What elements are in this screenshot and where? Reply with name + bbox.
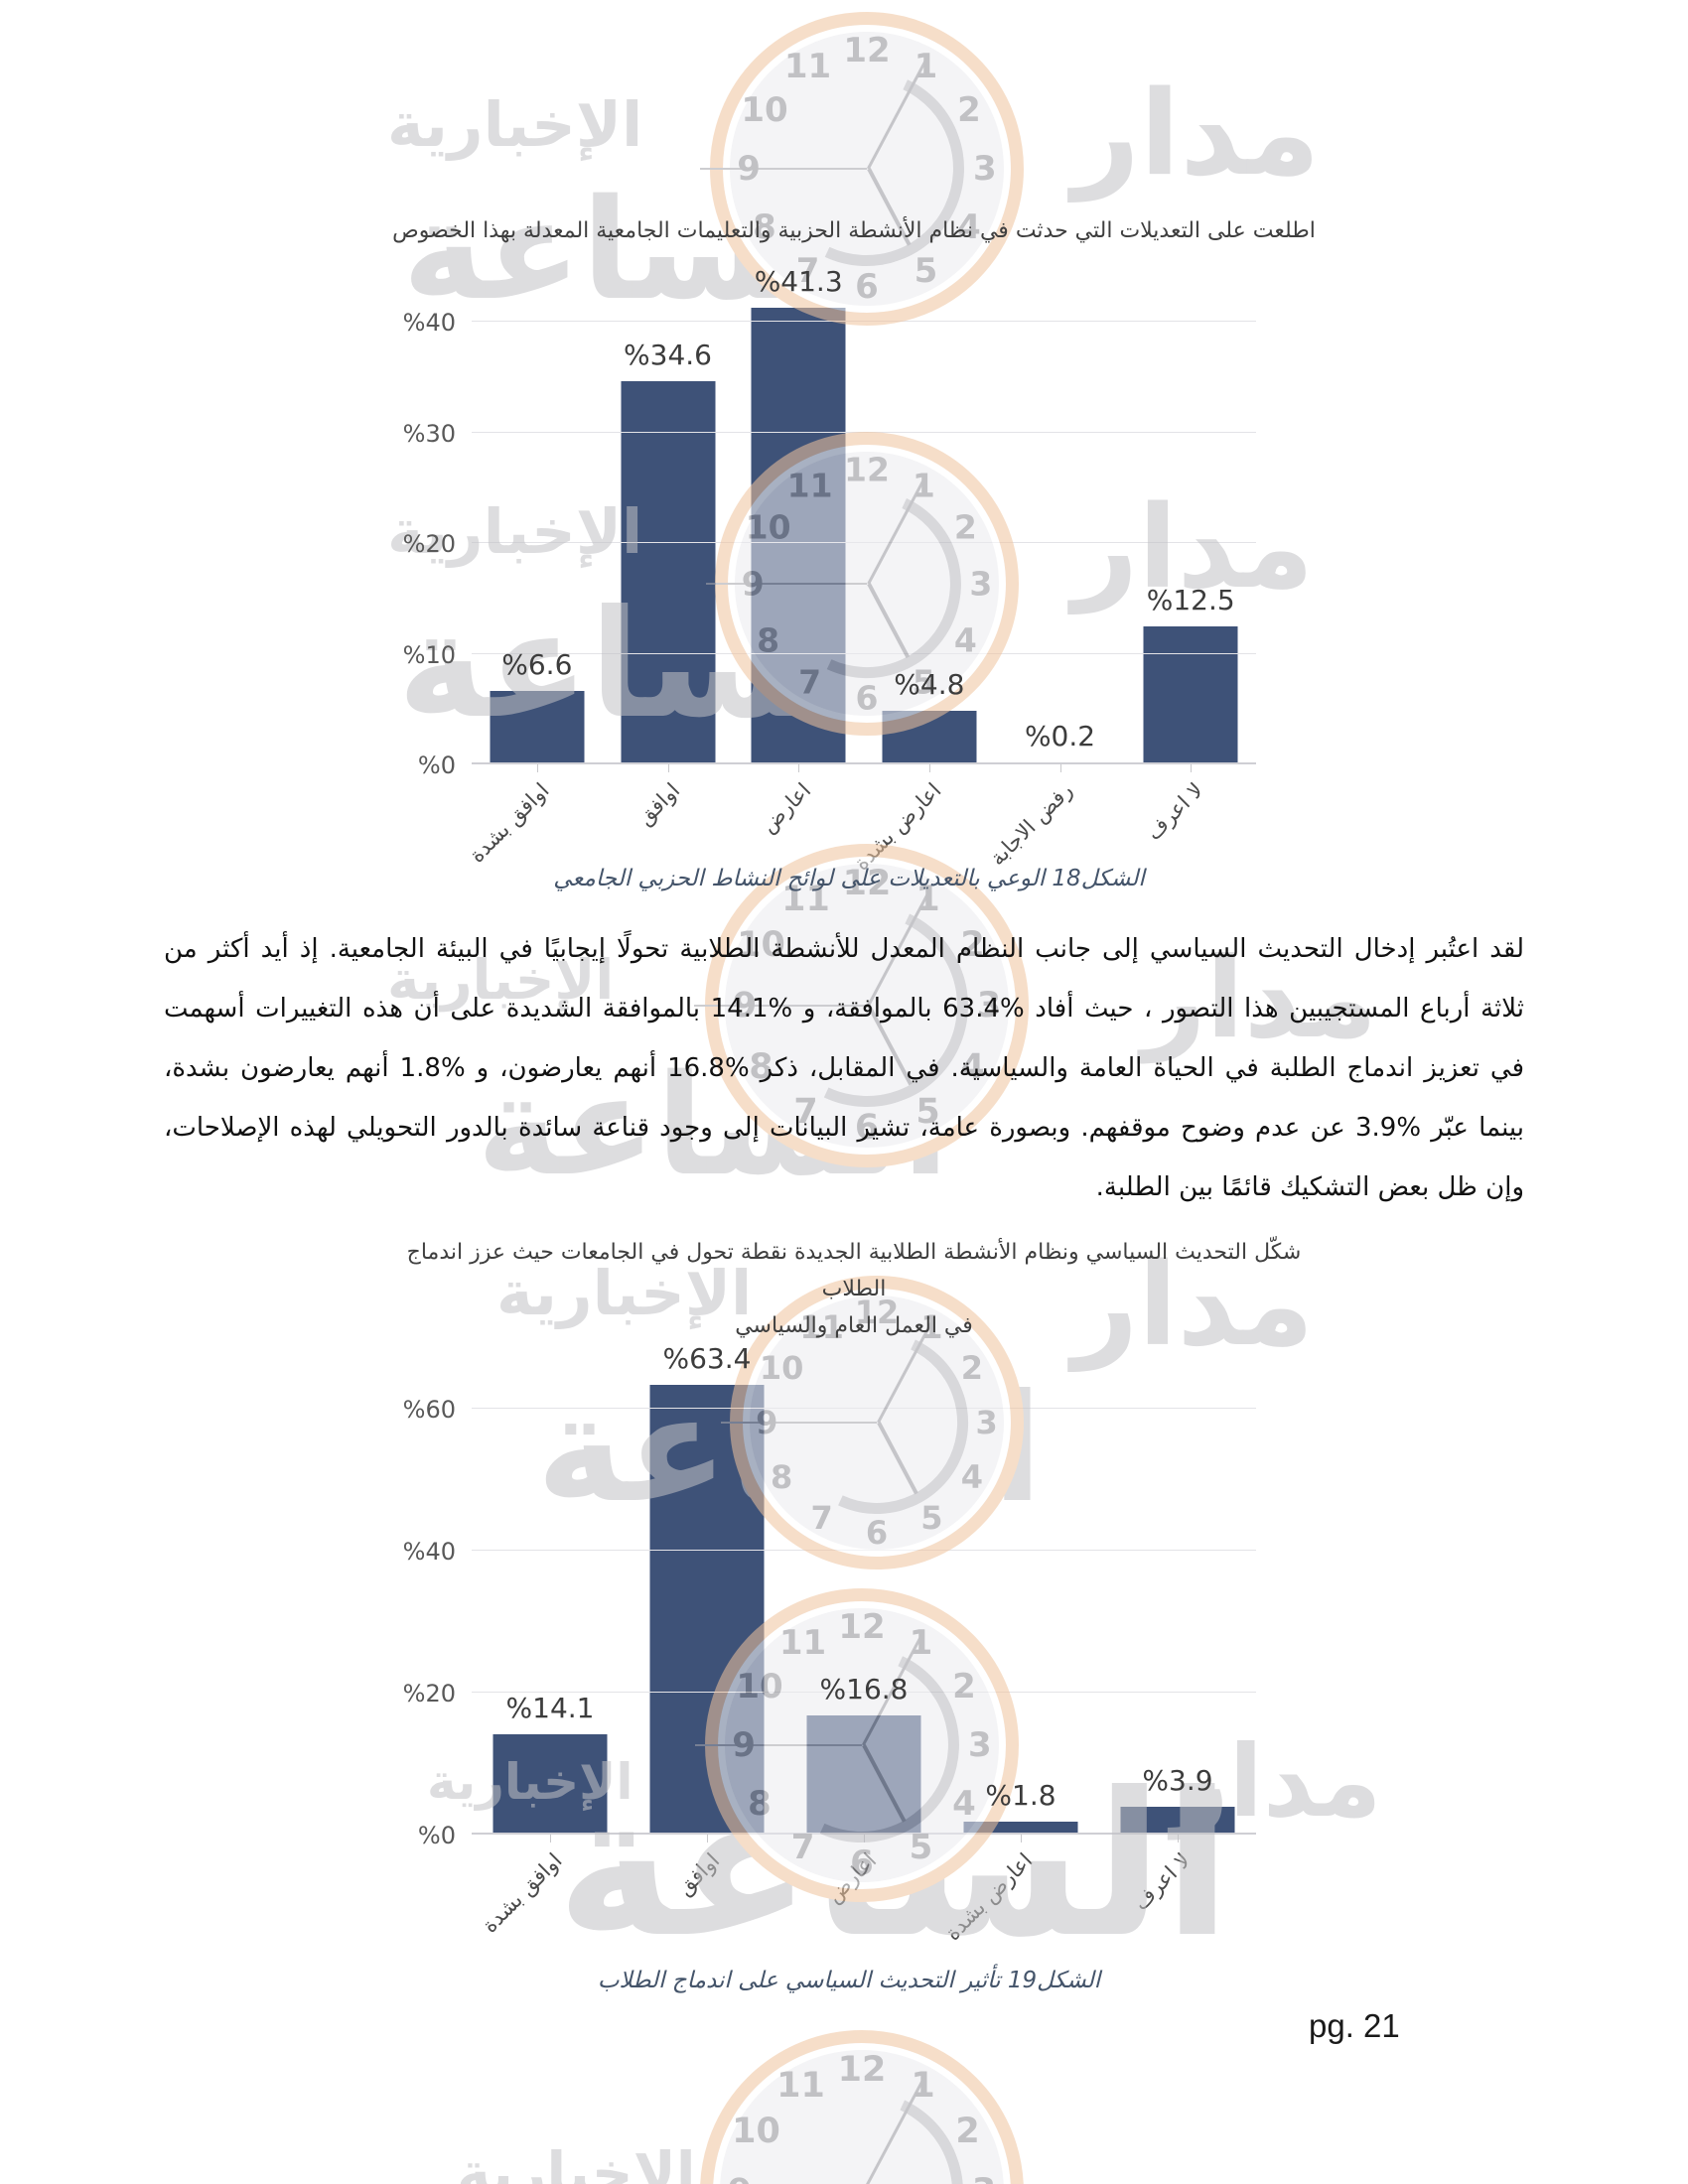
bar-value-label: %0.2: [1024, 719, 1096, 752]
bar: [882, 711, 977, 764]
bar-value-label: %6.6: [501, 648, 573, 682]
bar: [621, 381, 715, 764]
gridline: [472, 1550, 1256, 1551]
clock-numeral: 9: [728, 2172, 752, 2184]
bar: [1120, 1807, 1235, 1835]
clock-numeral: 12: [837, 2050, 887, 2090]
y-axis-tick-label: %10: [402, 640, 456, 669]
x-axis-category-label: اوافق بشدة: [478, 1848, 567, 1938]
paragraph-line: ثلاثة أرباع المستجيبين هذا التصور ، حيث …: [164, 994, 1524, 1024]
bar: [806, 1714, 921, 1835]
x-axis-category-label: اعارض: [756, 778, 816, 838]
chart2-title: شكّل التحديث السياسي ونظام الأنشطة الطلا…: [377, 1234, 1331, 1344]
bar-column: %6.6 اوافق بشدة: [465, 204, 603, 868]
bar-column: %4.8 اعارض بشدة: [850, 204, 995, 875]
gridline: [472, 321, 1256, 322]
y-axis-tick-label: %0: [417, 751, 456, 779]
clock-numeral: 1: [914, 47, 938, 87]
y-axis-tick-label: %40: [402, 309, 456, 337]
bar-column: %1.8 اعارض بشدة: [941, 1320, 1099, 1945]
bar-column: %0.2 رفض الاجابة: [985, 204, 1126, 871]
x-axis-category-label: اوافق بشدة: [465, 778, 554, 868]
clock-numeral: 11: [783, 47, 832, 87]
x-axis-category-label: لا اعرف: [1128, 1848, 1195, 1915]
clock-numeral: 1: [911, 2066, 935, 2107]
y-axis-tick-label: %20: [402, 1680, 456, 1707]
clock-numeral: 2: [957, 89, 981, 130]
y-axis-tick-label: %60: [402, 1396, 456, 1424]
x-axis-category-label: اوافق: [633, 778, 685, 830]
clock-swoosh: [732, 2062, 992, 2184]
bar: [492, 1734, 608, 1835]
x-axis-category-label: لا اعرف: [1141, 778, 1208, 845]
y-axis-tick-label: %30: [402, 419, 456, 448]
x-axis-category-label: رفض الاجابة: [984, 778, 1077, 871]
bar-value-label: %16.8: [819, 1672, 909, 1706]
clock-second-hand: [699, 168, 867, 170]
y-axis-tick-label: %20: [402, 530, 456, 558]
bar: [649, 1384, 765, 1835]
watermark-text-madar: مدار: [1072, 65, 1321, 202]
watermark-text-alekhbariya: الإخبارية: [387, 88, 643, 161]
bar-value-label: %4.8: [894, 668, 965, 702]
bar-column: %12.5 لا اعرف: [1125, 204, 1256, 845]
y-axis-tick-label: %40: [402, 1538, 456, 1566]
clock-numeral: 3: [973, 149, 997, 189]
clock-numeral: 3: [972, 2172, 996, 2184]
bar-value-label: %12.5: [1146, 583, 1235, 616]
bar: [490, 691, 585, 764]
x-axis-line: [472, 762, 1256, 764]
gridline: [472, 652, 1256, 654]
chart2-title-line1: شكّل التحديث السياسي ونظام الأنشطة الطلا…: [406, 1240, 1302, 1301]
clock-numeral: 10: [741, 89, 788, 130]
chart1-bars: %6.6 اوافق بشدة %34.6 اوافق %41.3 اعارض …: [465, 204, 1256, 875]
x-axis-category-label: اعارض: [821, 1848, 881, 1908]
bar-column: %3.9 لا اعرف: [1099, 1320, 1256, 1915]
chart2-bars: %14.1 اوافق بشدة %63.4 اوافق %16.8 اعارض…: [472, 1320, 1256, 1945]
y-axis-tick-label: %0: [417, 1822, 456, 1849]
chart2-plot-area: %14.1 اوافق بشدة %63.4 اوافق %16.8 اعارض…: [403, 1320, 1256, 1945]
paragraph-line: وإن ظل بعض التشكيك قائمًا بين الطلبة.: [1095, 1172, 1524, 1202]
figure18-caption: الشكل18 الوعي بالتعديلات على لوائح النشا…: [553, 866, 1145, 891]
chart1-title: اطلعت على التعديلات التي حدثت في نظام ال…: [392, 218, 1316, 243]
paragraph-line: لقد اعتُبر إدخال التحديث السياسي إلى جان…: [164, 934, 1524, 964]
bar-column: %63.4 اوافق: [629, 1320, 785, 1900]
bar: [1143, 625, 1238, 764]
bar-column: %34.6 اوافق: [603, 204, 734, 830]
bar-value-label: %41.3: [754, 264, 843, 298]
clock-numeral: 9: [737, 149, 761, 189]
clock-numeral: 12: [843, 31, 891, 71]
paragraph-line: في تعزيز اندماج الطلبة في الحياة العامة …: [164, 1053, 1524, 1083]
watermark-text-alekhbariya: الإخبارية: [457, 2139, 696, 2184]
paragraph-line: بينما عبّر %3.9 عن عدم وضوح موقفهم. وبصو…: [164, 1113, 1524, 1143]
clock-minute-hand: [867, 56, 929, 170]
page-number: pg. 21: [1309, 2007, 1400, 2044]
bar-column: %41.3 اعارض: [733, 204, 864, 838]
clock-numeral: 2: [955, 2111, 980, 2151]
chart1-plot-area: %6.6 اوافق بشدة %34.6 اوافق %41.3 اعارض …: [403, 204, 1256, 875]
chart2-title-line2: في العمل العام والسياسي: [735, 1313, 973, 1338]
x-axis-category-label: اوافق: [672, 1848, 724, 1900]
bar-value-label: %3.9: [1142, 1764, 1213, 1798]
gridline: [472, 542, 1256, 543]
bar-value-label: %14.1: [505, 1692, 595, 1725]
bar-column: %16.8 اعارض: [785, 1320, 942, 1908]
clock-numeral: 10: [732, 2111, 780, 2151]
bar-value-label: %1.8: [985, 1779, 1056, 1813]
x-axis-category-label: اعارض بشدة: [940, 1848, 1038, 1946]
bar-value-label: %34.6: [624, 339, 712, 372]
gridline: [472, 431, 1256, 433]
clock-minute-hand: [862, 2075, 926, 2184]
x-axis-category-label: اعارض بشدة: [849, 778, 946, 876]
body-paragraph: لقد اعتُبر إدخال التحديث السياسي إلى جان…: [164, 919, 1524, 1217]
bar: [751, 307, 846, 764]
figure19-caption: الشكل19 تأثير التحديث السياسي على اندماج…: [597, 1968, 1101, 1993]
bar-column: %14.1 اوافق بشدة: [472, 1320, 629, 1938]
gridline: [472, 1408, 1256, 1409]
clock-numeral: 11: [776, 2066, 825, 2107]
x-axis-line: [472, 1833, 1256, 1835]
bar-value-label: %63.4: [662, 1341, 752, 1375]
